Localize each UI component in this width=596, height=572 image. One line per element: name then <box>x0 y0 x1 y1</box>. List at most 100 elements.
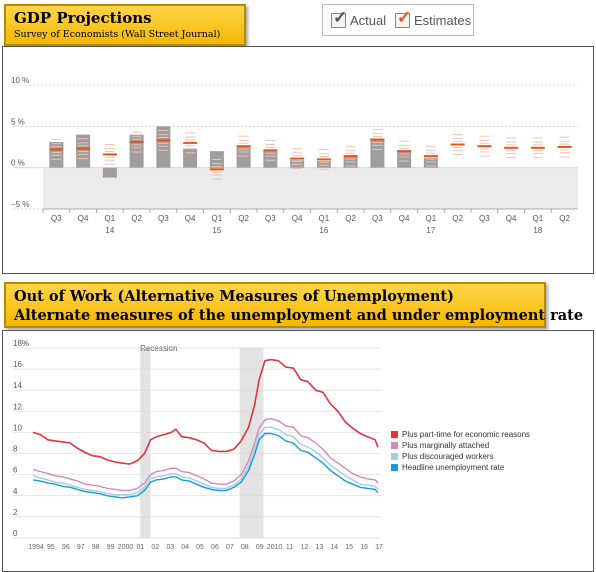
legend-swatch <box>391 442 398 449</box>
x-tick-label: Q1 <box>212 214 223 223</box>
y-tick-label: 16 <box>13 360 22 369</box>
x-tick-label: 08 <box>241 544 249 551</box>
x-tick-label: 99 <box>107 544 115 551</box>
actual-bar <box>102 167 117 178</box>
x-tick-label: Q2 <box>345 214 356 223</box>
estimates-label: Estimates <box>414 12 472 28</box>
series-line <box>32 358 379 465</box>
unemployment-title: Out of Work (Alternative Measures of Une… <box>14 288 454 305</box>
actual-bar <box>397 150 412 168</box>
y-tick-label: 18% <box>13 339 29 348</box>
unemployment-chart-panel: Recession 0 2 4 6 8 10 12 14 16 18% 1994 95 96 97 98 99 2… <box>2 330 594 572</box>
y-tick-label: 6 <box>13 466 18 475</box>
y-tick-label: 14 <box>13 381 22 390</box>
x-tick-label: Q1 <box>426 214 437 223</box>
x-tick-label: 17 <box>375 544 383 551</box>
x-tick-label: 11 <box>286 544 293 551</box>
y-tick-label: 2 <box>13 508 18 517</box>
negative-region <box>43 167 578 209</box>
legend-swatch <box>391 464 398 471</box>
x-tick-label: Q1 <box>533 214 544 223</box>
y-tick-label: 0 % <box>11 159 25 168</box>
actual-bar <box>423 157 438 168</box>
legend-label: Plus marginally attached <box>402 441 489 450</box>
year-label: 17 <box>426 226 435 235</box>
actual-bar <box>263 151 278 168</box>
x-tick-label: Q3 <box>51 214 62 223</box>
unemployment-header: Out of Work (Alternative Measures of Une… <box>4 282 583 328</box>
gdp-bar-chart: −5 % 0 % 5 % 10 % Q3 Q4 Q1 Q2 Q3 Q4 Q1 Q2 Q3 Q4 Q1 Q2 Q3… <box>11 76 578 235</box>
x-tick-label: 97 <box>77 544 85 551</box>
legend-label: Plus discouraged workers <box>402 452 494 461</box>
x-tick-label: 14 <box>330 544 338 551</box>
x-tick-label: 02 <box>151 544 159 551</box>
recession-band <box>239 348 264 538</box>
x-tick-label: Q3 <box>479 214 490 223</box>
y-tick-label: 10 % <box>11 76 29 85</box>
legend-label: Headline unemployment rate <box>402 463 505 472</box>
recession-band <box>140 348 151 538</box>
x-tick-label: Q2 <box>452 214 463 223</box>
legend-swatch <box>391 431 398 438</box>
x-tick-label: Q1 <box>105 214 116 223</box>
year-label: 15 <box>212 226 221 235</box>
check-icon: ✓ <box>397 7 412 27</box>
year-label: 14 <box>105 226 114 235</box>
gdp-chart-panel: −5 % 0 % 5 % 10 % Q3 Q4 Q1 Q2 Q3 Q4 Q1 Q2 Q3 Q4 Q1 Q2 Q3… <box>2 46 594 274</box>
x-tick-label: 96 <box>62 544 70 551</box>
legend-label: Plus part-time for economic reasons <box>402 430 530 439</box>
series-line <box>32 432 379 499</box>
x-tick-label: Q3 <box>265 214 276 223</box>
unemployment-subtitle: Alternate measures of the unemployment a… <box>14 307 584 324</box>
x-tick-label: 2000 <box>118 544 134 551</box>
gdp-title: GDP Projections <box>14 9 152 27</box>
actual-label: Actual <box>350 12 387 28</box>
series-line <box>32 417 379 492</box>
x-tick-label: Q2 <box>559 214 570 223</box>
check-icon: ✓ <box>333 7 348 27</box>
x-tick-label: Q4 <box>185 214 196 223</box>
x-tick-label: 12 <box>301 544 309 551</box>
y-tick-label: 8 <box>13 445 18 454</box>
x-tick-label: 1994 <box>28 544 44 551</box>
actual-bar <box>370 138 385 168</box>
x-tick-label: 98 <box>92 544 100 551</box>
y-tick-label: 0 <box>13 529 18 538</box>
estimates-toggle[interactable]: ✓ Estimates <box>395 9 472 29</box>
x-tick-label: 13 <box>315 544 323 551</box>
year-label: 16 <box>319 226 328 235</box>
x-tick-label: 07 <box>226 544 234 551</box>
year-label: 18 <box>533 226 542 235</box>
y-tick-label: 4 <box>13 487 18 496</box>
x-tick-label: 06 <box>211 544 219 551</box>
recession-label: Recession <box>140 344 177 353</box>
x-tick-label: 01 <box>136 544 144 551</box>
x-tick-label: Q3 <box>158 214 169 223</box>
x-tick-label: 15 <box>345 544 353 551</box>
series-line <box>32 426 379 496</box>
x-tick-label: Q3 <box>372 214 383 223</box>
x-tick-label: 2010 <box>267 544 283 551</box>
gdp-header: GDP Projections Survey of Economists (Wa… <box>4 4 246 46</box>
x-tick-label: 09 <box>256 544 264 551</box>
x-tick-label: Q1 <box>319 214 330 223</box>
x-tick-label: Q4 <box>292 214 303 223</box>
estimates-checkbox[interactable]: ✓ <box>395 9 411 28</box>
x-tick-label: Q4 <box>78 214 89 223</box>
series-toggle-legend: ✓ Actual ✓ Estimates <box>322 4 474 36</box>
actual-checkbox[interactable]: ✓ <box>331 9 347 28</box>
x-tick-label: 05 <box>196 544 204 551</box>
x-tick-label: 04 <box>181 544 189 551</box>
actual-bar <box>316 161 331 168</box>
legend-swatch <box>391 453 398 460</box>
x-tick-label: Q2 <box>131 214 142 223</box>
actual-bar <box>156 126 171 168</box>
y-tick-label: 10 <box>13 423 22 432</box>
x-tick-label: Q4 <box>506 214 517 223</box>
x-tick-label: Q2 <box>238 214 249 223</box>
actual-bar <box>183 148 198 168</box>
actual-toggle[interactable]: ✓ Actual <box>331 9 387 29</box>
x-tick-label: 95 <box>47 544 55 551</box>
y-tick-label: −5 % <box>11 200 29 209</box>
